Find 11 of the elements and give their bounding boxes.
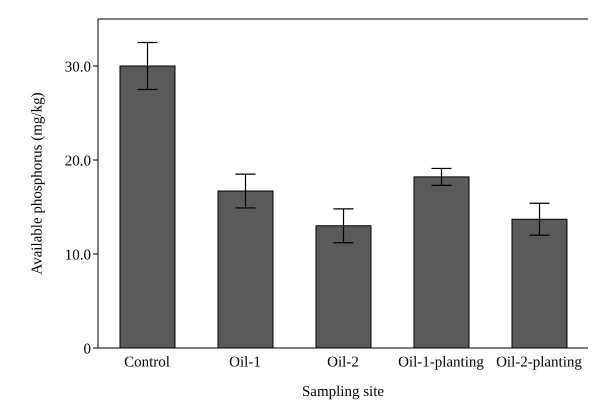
x-tick-label: Oil-2-planting [496, 354, 582, 371]
x-tick-label: Oil-2 [327, 354, 359, 371]
y-tick-label: 10.0 [64, 247, 91, 264]
y-axis-title: Available phosphorus (mg/kg) [29, 92, 46, 275]
y-tick-label: 30.0 [64, 59, 91, 76]
x-tick-label: Control [124, 354, 170, 371]
x-tick-label: Oil-1 [229, 354, 261, 371]
x-axis-title: Sampling site [302, 384, 384, 400]
y-tick-label: 0 [84, 341, 91, 358]
y-tick-label: 20.0 [64, 153, 91, 170]
x-tick-label: Oil-1-planting [398, 354, 484, 371]
